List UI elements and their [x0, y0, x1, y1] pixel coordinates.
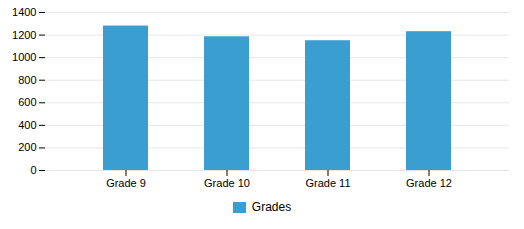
svg-text:1200: 1200: [12, 29, 36, 41]
svg-text:Grade 10: Grade 10: [204, 177, 250, 189]
svg-text:800: 800: [18, 74, 36, 86]
html-text:Grades: Grades: [251, 200, 292, 214]
svg-text:600: 600: [18, 96, 36, 108]
svg-text:200: 200: [18, 141, 36, 153]
svg-text:Grade 11: Grade 11: [305, 177, 350, 189]
svg-text:400: 400: [18, 119, 36, 131]
svg-text:1000: 1000: [12, 51, 36, 63]
svg-text:0: 0: [30, 164, 36, 176]
svg-text:1400: 1400: [12, 6, 36, 18]
svg-text:Grade 9: Grade 9: [106, 177, 146, 189]
svg-text:Grade 12: Grade 12: [406, 177, 452, 189]
